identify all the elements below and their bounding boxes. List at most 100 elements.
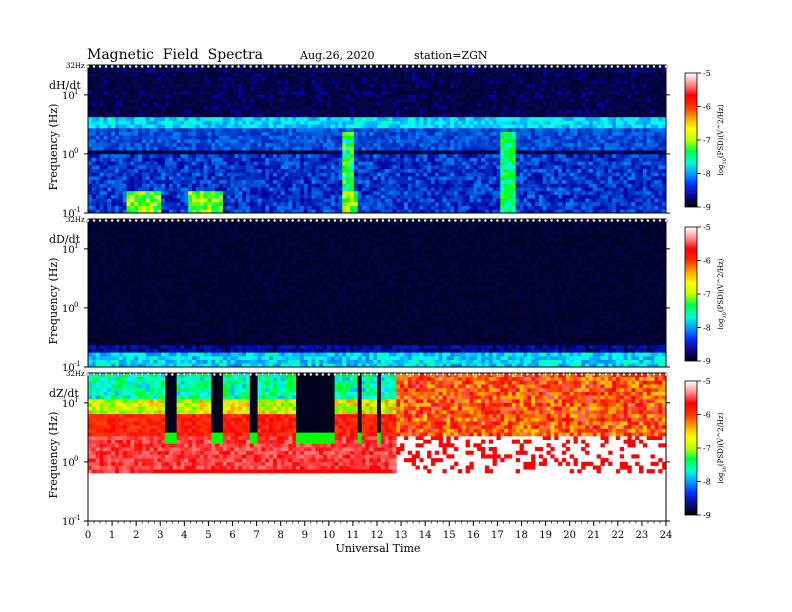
heatmap-cell (477, 91, 481, 95)
heatmap-cell (493, 132, 497, 136)
heatmap-cell (439, 95, 443, 99)
heatmap-cell (481, 76, 485, 80)
heatmap-cell (265, 113, 269, 117)
heatmap-cell (450, 146, 454, 150)
heatmap-cell (223, 109, 227, 113)
heatmap-cell (319, 165, 323, 169)
heatmap-cell (215, 87, 219, 91)
heatmap-cell (238, 202, 242, 206)
heatmap-cell (223, 202, 227, 206)
heatmap-cell (254, 91, 258, 95)
heatmap-cell (123, 132, 127, 136)
heatmap-cell (238, 95, 242, 99)
heatmap-cell (554, 139, 558, 143)
heatmap-cell (323, 202, 327, 206)
heatmap-cell (362, 198, 366, 202)
heatmap-cell (485, 187, 489, 191)
heatmap-cell (338, 146, 342, 150)
heatmap-cell (450, 143, 454, 147)
heatmap-cell (416, 158, 420, 162)
heatmap-cell (134, 128, 138, 132)
heatmap-cell (485, 154, 489, 158)
heatmap-cell (446, 95, 450, 99)
heatmap-cell (207, 180, 211, 184)
heatmap-cell (342, 146, 346, 150)
heatmap-cell (119, 198, 123, 202)
heatmap-cell (161, 128, 165, 132)
heatmap-cell (408, 135, 412, 139)
heatmap-cell (103, 150, 107, 154)
heatmap-cell (308, 84, 312, 88)
heatmap-cell (493, 191, 497, 195)
heatmap-cell (493, 106, 497, 110)
heatmap-cell (419, 154, 423, 158)
heatmap-cell (177, 154, 181, 158)
heatmap-cell (462, 69, 466, 73)
heatmap-cell (288, 158, 292, 162)
heatmap-cell (523, 198, 527, 202)
heatmap-cell (138, 80, 142, 84)
heatmap-cell (196, 91, 200, 95)
heatmap-cell (238, 191, 242, 195)
heatmap-cell (311, 180, 315, 184)
heatmap-cell (443, 176, 447, 180)
heatmap-cell (323, 139, 327, 143)
heatmap-cell (419, 113, 423, 117)
heatmap-cell (138, 106, 142, 110)
heatmap-cell (431, 150, 435, 154)
heatmap-cell (200, 187, 204, 191)
heatmap-cell (285, 95, 289, 99)
heatmap-cell (103, 132, 107, 136)
heatmap-cell (215, 109, 219, 113)
heatmap-cell (523, 84, 527, 88)
heatmap-cell (138, 102, 142, 106)
heatmap-cell (404, 121, 408, 125)
heatmap-cell (250, 195, 254, 199)
heatmap-cell (150, 154, 154, 158)
heatmap-cell (354, 109, 358, 113)
heatmap-cell (550, 176, 554, 180)
heatmap-cell (107, 165, 111, 169)
heatmap-cell (219, 117, 223, 121)
heatmap-cell (254, 87, 258, 91)
heatmap-cell (362, 80, 366, 84)
heatmap-cell (127, 121, 131, 125)
heatmap-cell (115, 121, 119, 125)
heatmap-cell (373, 158, 377, 162)
heatmap-cell (412, 143, 416, 147)
heatmap-cell (493, 172, 497, 176)
heatmap-cell (527, 95, 531, 99)
heatmap-cell (196, 124, 200, 128)
heatmap-cell (288, 128, 292, 132)
heatmap-cell (558, 161, 562, 165)
heatmap-cell (238, 183, 242, 187)
heatmap-cell (96, 191, 100, 195)
heatmap-cell (481, 191, 485, 195)
heatmap-cell (223, 121, 227, 125)
heatmap-cell (369, 198, 373, 202)
heatmap-cell (481, 154, 485, 158)
heatmap-cell (462, 80, 466, 84)
heatmap-cell (408, 117, 412, 121)
heatmap-cell (423, 169, 427, 173)
heatmap-cell (161, 176, 165, 180)
heatmap-cell (462, 183, 466, 187)
heatmap-cell (223, 117, 227, 121)
heatmap-cell (335, 98, 339, 102)
heatmap-cell (311, 91, 315, 95)
heatmap-cell (489, 72, 493, 76)
heatmap-cell (173, 102, 177, 106)
heatmap-cell (377, 135, 381, 139)
heatmap-cell (404, 139, 408, 143)
heatmap-cell (427, 183, 431, 187)
heatmap-cell (300, 180, 304, 184)
heatmap-cell (396, 198, 400, 202)
heatmap-cell (404, 76, 408, 80)
heatmap-cell (231, 183, 235, 187)
heatmap-cell (204, 187, 208, 191)
heatmap-cell (180, 128, 184, 132)
heatmap-cell (150, 113, 154, 117)
heatmap-cell (103, 206, 107, 210)
heatmap-cell (458, 180, 462, 184)
heatmap-cell (250, 169, 254, 173)
